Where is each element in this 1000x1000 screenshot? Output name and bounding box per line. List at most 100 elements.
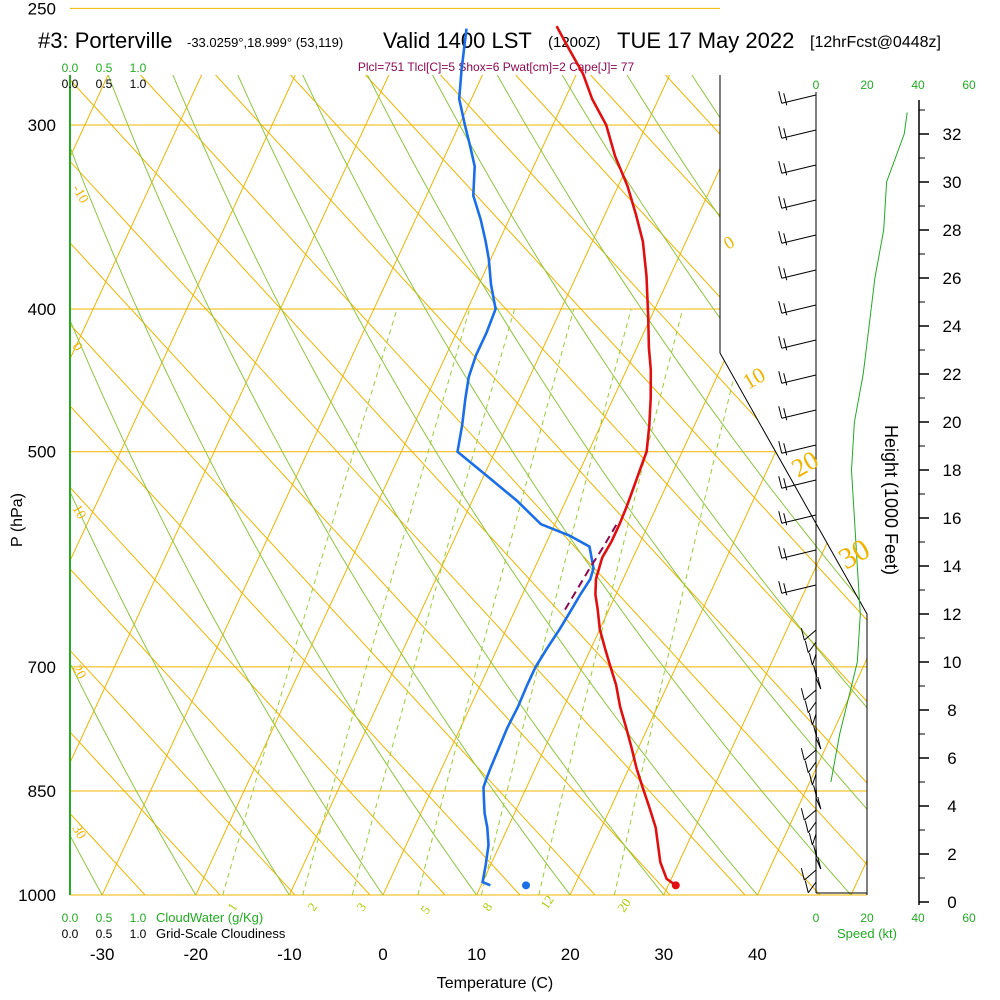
height-tick-label: 10 <box>943 653 962 672</box>
wind-barb-shaft <box>807 701 817 714</box>
wind-barb-flag <box>817 736 822 750</box>
wind-barb-shaft <box>804 689 817 701</box>
mixing-ratio-label: 3 <box>353 900 369 914</box>
wind-barb-flag <box>783 93 788 106</box>
wind-barb-flag <box>778 301 783 314</box>
adiabat-diagonal <box>70 75 746 895</box>
cloudwater-tick: 0.0 <box>62 911 79 925</box>
station-coords: -33.0259°,18.999° (53,119) <box>187 35 343 50</box>
dry-adiabat <box>70 75 216 895</box>
temperature-tick-label: -30 <box>90 945 115 964</box>
wind-barb-shaft <box>781 94 817 104</box>
isotherm-line <box>195 75 608 895</box>
wind-barb-flag <box>778 476 783 489</box>
isotherm-label: -10 <box>69 183 91 207</box>
dry-adiabat <box>73 75 595 895</box>
wind-barb-flag <box>800 628 805 641</box>
wind-barb-shaft <box>804 749 817 761</box>
wind-barb-flag <box>783 513 788 526</box>
wind-barb-shaft <box>781 479 817 489</box>
wind-barb-shaft <box>781 584 817 594</box>
isotherm-line <box>288 75 701 895</box>
height-tick-label: 26 <box>943 269 962 288</box>
pressure-tick-label: 300 <box>28 116 56 135</box>
pressure-axis-label: P (hPa) <box>9 493 26 547</box>
dry-adiabat-lines <box>70 75 867 895</box>
pressure-tick-label: 500 <box>28 443 56 462</box>
speed-tick-bottom: 0 <box>813 911 820 925</box>
adiabat-diagonal <box>815 75 867 895</box>
wind-barb-flag <box>783 338 788 351</box>
cloudiness-tick: 0.5 <box>96 77 113 91</box>
wind-barb-shaft <box>804 869 817 881</box>
cloudiness-tick: 1.0 <box>130 927 147 941</box>
wind-barb-flag <box>783 128 788 141</box>
adiabat-diagonal <box>70 75 71 895</box>
wind-barb-shaft <box>811 713 817 726</box>
wind-barb-flag <box>783 268 788 281</box>
wind-barb-flag <box>783 408 788 421</box>
isotherm-line <box>850 75 867 895</box>
adiabat-diagonal <box>70 75 371 895</box>
isotherm-label: 20 <box>69 663 89 683</box>
wind-barb-flag <box>808 652 813 666</box>
wind-barb-flag <box>783 478 788 491</box>
mixing-ratio-line <box>351 308 516 895</box>
wind-barb-shaft <box>807 821 817 834</box>
wind-barb-flag <box>778 336 783 349</box>
wind-barb-flag <box>778 266 783 279</box>
wind-barb-flag <box>804 880 809 893</box>
mixing-ratio-line <box>302 308 471 895</box>
cloudwater-tick: 1.0 <box>130 61 147 75</box>
adiabat-diagonal <box>365 75 867 895</box>
dry-adiabat <box>322 75 867 895</box>
dry-adiabat <box>571 75 867 895</box>
station-title: #3: Porterville <box>38 28 173 53</box>
height-tick-label: 6 <box>947 749 956 768</box>
dry-adiabat <box>70 75 405 895</box>
isotherm-label: 30 <box>833 532 875 576</box>
wind-barb-shaft <box>781 269 817 279</box>
wind-barb-flag <box>778 231 783 244</box>
wind-barb-shaft <box>804 809 817 821</box>
dry-adiabat <box>384 75 867 895</box>
wind-barb-shaft <box>781 374 817 384</box>
adiabat-diagonal <box>70 75 221 895</box>
valid-utc: (1200Z) <box>548 34 601 51</box>
isotherm-line <box>101 75 514 895</box>
wind-barb-flag <box>813 785 818 798</box>
height-tick-label: 4 <box>947 797 956 816</box>
speed-tick-bottom: 60 <box>962 911 976 925</box>
wind-barb-shaft <box>781 549 817 559</box>
adiabat-diagonal <box>70 75 446 895</box>
speed-tick-top: 60 <box>962 78 976 92</box>
pressure-tick-label: 850 <box>28 782 56 801</box>
mixing-ratio-line <box>480 308 632 895</box>
forecast-tag: [12hrFcst@0448z] <box>810 34 941 51</box>
height-tick-label: 16 <box>943 509 962 528</box>
plot-boundary <box>719 75 868 895</box>
cloudiness-tick: 1.0 <box>130 77 147 91</box>
temperature-tick-label: 30 <box>654 945 673 964</box>
wind-barb-shaft <box>781 339 817 349</box>
cloudwater-tick: 0.0 <box>62 61 79 75</box>
height-tick-label: 32 <box>943 125 962 144</box>
wind-barb-flag <box>804 820 809 833</box>
adiabat-diagonal <box>70 75 521 895</box>
temperature-tick-label: 0 <box>378 945 387 964</box>
cloudwater-label: CloudWater (g/Kg) <box>156 910 263 925</box>
dry-adiabat <box>70 75 500 895</box>
wind-barb-shaft <box>781 129 817 139</box>
height-tick-label: 0 <box>947 893 956 912</box>
wind-barb-flag <box>800 748 805 761</box>
isotherm-label: 10 <box>738 362 770 395</box>
adiabat-diagonal <box>515 75 867 895</box>
dry-adiabat <box>509 75 867 895</box>
wind-barb-shaft <box>807 641 817 654</box>
mixing-ratio-line <box>613 308 751 895</box>
wind-barb-flag <box>800 688 805 701</box>
wind-barb-flag <box>783 198 788 211</box>
